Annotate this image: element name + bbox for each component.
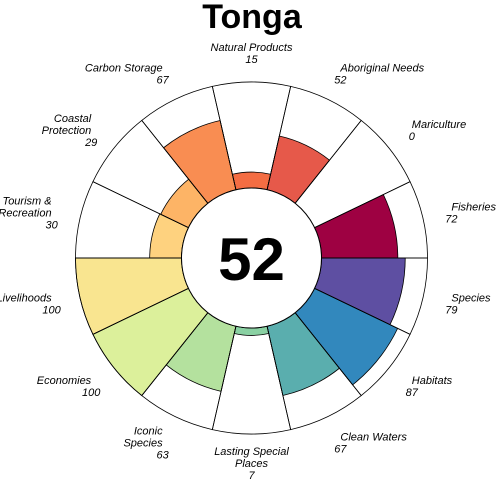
label-value-species: 79 [445,305,457,317]
label-tourism-and-recreation: Tourism & Recreation 30 [0,195,59,231]
label-name-carbon-storage: Carbon Storage [85,62,163,74]
label-livelihoods: Livelihoods 100 [0,293,62,317]
label-habitats: Habitats 87 [406,375,453,399]
label-lasting-special-places: Lasting Special Places 7 [214,446,289,482]
label-name-coastal-protection: Protection [42,125,92,137]
label-name-species: Species [451,293,491,305]
label-name-habitats: Habitats [412,375,453,387]
label-aboriginal-needs: Aboriginal Needs 52 [334,62,424,86]
label-value-mariculture: 0 [409,131,416,143]
label-name-fisheries: Fisheries [451,201,496,213]
label-value-tourism-and-recreation: 30 [45,219,58,231]
petal-fisheries [314,193,399,259]
center-score: 52 [218,226,285,293]
label-fisheries: Fisheries 72 [445,201,496,225]
label-name-tourism-and-recreation: Tourism & [2,195,51,207]
label-coastal-protection: Coastal Protection 29 [42,113,98,149]
label-value-carbon-storage: 67 [156,74,169,86]
label-name-livelihoods: Livelihoods [0,293,52,305]
label-name-lasting-special-places: Places [235,458,269,470]
label-value-iconic-species: 63 [156,450,169,462]
label-name-economies: Economies [37,375,92,387]
label-economies: Economies 100 [37,375,101,399]
label-value-lasting-special-places: 7 [248,470,255,482]
petal-natural-products [231,171,272,191]
label-value-economies: 100 [82,387,101,399]
chart-title: Tonga [202,0,303,36]
label-name-iconic-species: Species [123,438,163,450]
label-name-clean-waters: Clean Waters [340,432,407,444]
label-value-habitats: 87 [406,387,419,399]
label-name-iconic-species: Iconic [134,426,163,438]
label-name-coastal-protection: Coastal [54,113,92,125]
label-value-natural-products: 15 [245,54,258,66]
label-value-fisheries: 72 [445,213,457,225]
label-name-lasting-special-places: Lasting Special [214,446,289,458]
label-value-livelihoods: 100 [42,305,61,317]
label-iconic-species: Iconic Species 63 [123,426,169,462]
label-name-natural-products: Natural Products [211,42,293,54]
label-natural-products: Natural Products 15 [211,42,293,66]
label-value-aboriginal-needs: 52 [334,74,346,86]
label-clean-waters: Clean Waters 67 [334,432,407,456]
label-carbon-storage: Carbon Storage 67 [85,62,170,86]
label-name-tourism-and-recreation: Recreation [0,207,52,219]
label-species: Species 79 [445,293,491,317]
label-name-aboriginal-needs: Aboriginal Needs [339,62,424,74]
label-value-coastal-protection: 29 [84,137,97,149]
inner-circle [181,187,322,329]
label-value-clean-waters: 67 [334,444,347,456]
label-mariculture: Mariculture 0 [409,119,466,143]
label-name-mariculture: Mariculture [412,119,466,131]
